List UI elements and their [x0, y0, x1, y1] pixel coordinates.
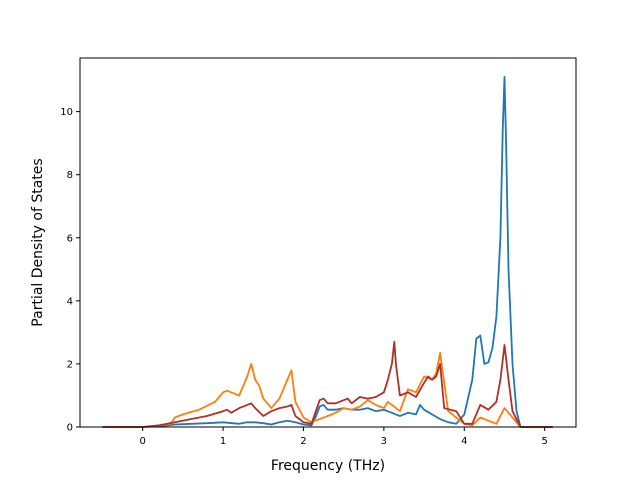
- y-tick-label: 4: [67, 296, 73, 307]
- x-tick-label: 3: [381, 436, 387, 447]
- y-tick-label: 10: [60, 107, 73, 118]
- x-tick-label: 4: [461, 436, 467, 447]
- x-tick-label: 1: [220, 436, 226, 447]
- x-tick-label: 0: [140, 436, 146, 447]
- series-line-1: [102, 76, 553, 428]
- series-line-3: [102, 340, 553, 428]
- y-tick-label: 8: [67, 170, 73, 181]
- y-tick-label: 6: [67, 233, 73, 244]
- x-tick-label: 2: [300, 436, 306, 447]
- x-ticks: 0 1 2 3 4 5: [140, 427, 548, 447]
- plot-area: [80, 58, 576, 427]
- y-axis-label: Partial Density of States: [30, 158, 46, 326]
- x-tick-label: 5: [541, 436, 547, 447]
- y-tick-label: 2: [67, 359, 73, 370]
- y-ticks: 0 2 4 6 8 10: [60, 107, 80, 434]
- y-tick-label: 0: [67, 423, 73, 434]
- series-layer: [102, 76, 553, 428]
- plot-frame: [79, 57, 577, 428]
- x-axis-label: Frequency (THz): [271, 458, 385, 474]
